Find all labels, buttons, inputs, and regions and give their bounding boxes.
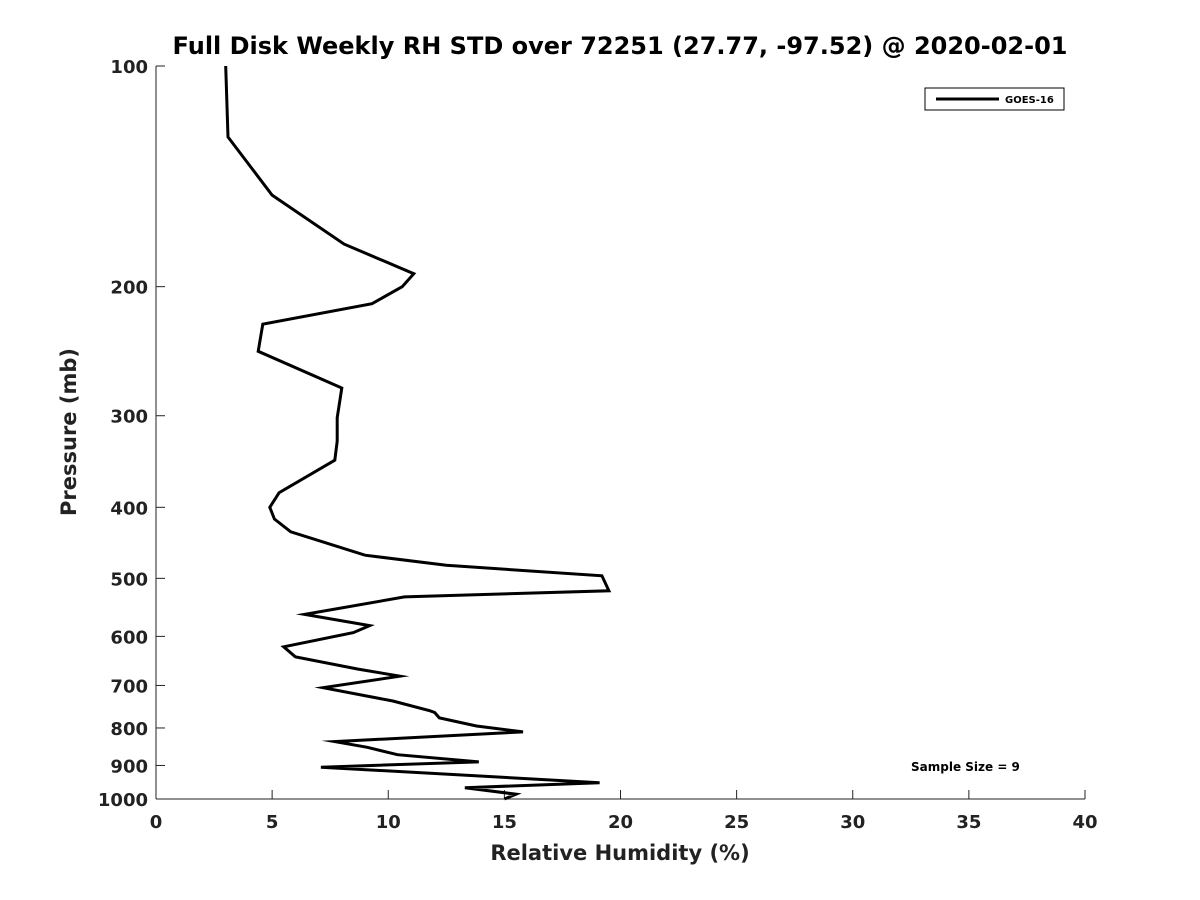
x-tick-label: 35 — [956, 812, 981, 833]
y-tick-label: 800 — [110, 719, 148, 740]
y-tick-label: 200 — [110, 278, 148, 299]
y-tick-label: 100 — [110, 57, 148, 78]
x-tick-label: 15 — [492, 812, 517, 833]
series — [224, 65, 612, 801]
x-tick-label: 40 — [1072, 812, 1097, 833]
legend: GOES-16 — [924, 87, 1065, 111]
y-tick-label: 300 — [110, 407, 148, 428]
y-tick-label: 900 — [110, 756, 148, 777]
x-tick-label: 5 — [266, 812, 279, 833]
series-line-goes-16 — [224, 65, 612, 801]
x-tick-label: 0 — [150, 812, 163, 833]
y-tick-label: 700 — [110, 676, 148, 697]
x-tick-label: 30 — [840, 812, 865, 833]
chart-title: Full Disk Weekly RH STD over 72251 (27.7… — [173, 32, 1068, 60]
y-tick-label: 400 — [110, 498, 148, 519]
y-tick-label: 600 — [110, 627, 148, 648]
legend-label: GOES-16 — [1005, 95, 1054, 106]
x-tick-label: 10 — [376, 812, 401, 833]
x-tick-label: 20 — [608, 812, 633, 833]
y-axis-label: Pressure (mb) — [57, 348, 81, 516]
x-tick-label: 25 — [724, 812, 749, 833]
axes — [155, 66, 1085, 800]
y-tick-label: 1000 — [98, 790, 148, 811]
x-axis-label: Relative Humidity (%) — [490, 841, 749, 865]
ticks: 0 5 10 15 20 25 30 35 40 100 200 300 400 500 600 700 800… — [98, 57, 1098, 833]
y-tick-label: 500 — [110, 569, 148, 590]
sample-size-annotation: Sample Size = 9 — [911, 760, 1020, 774]
